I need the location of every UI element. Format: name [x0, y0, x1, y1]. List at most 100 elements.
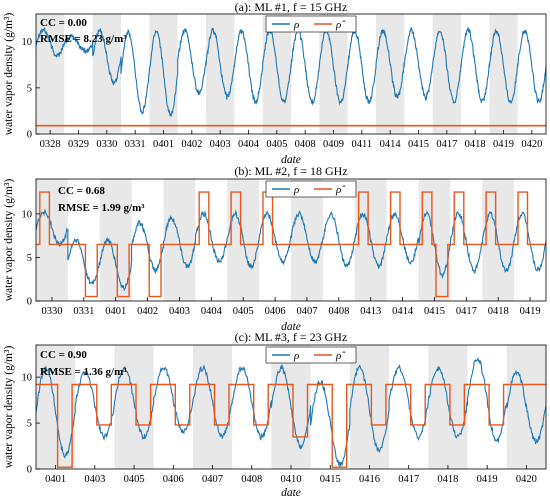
x-tick-label: 0417 — [398, 474, 419, 485]
day-bands — [36, 14, 518, 134]
y-axis-label: water vapor density (g/m³) — [3, 179, 15, 302]
chart-title: (c): ML #3, f = 23 GHz — [235, 330, 348, 344]
chart-title: (a): ML #1, f = 15 GHz — [235, 0, 348, 14]
panel-c: (c): ML #3, f = 23 GHz 0 5 10 0401 0403 0405… — [3, 330, 547, 499]
x-tick-label: 0418 — [488, 306, 509, 317]
day-band — [206, 14, 235, 134]
legend-rho-hat-label: ρ̂ — [335, 184, 346, 196]
panel-b: (b): ML #2, f = 18 GHz 0 5 10 0330 0331 0401… — [3, 164, 547, 333]
rho-series-line — [36, 356, 546, 468]
y-axis-label: water vapor density (g/m³) — [3, 346, 15, 469]
x-tick-label: 0404 — [201, 306, 223, 317]
legend-box — [265, 180, 357, 198]
x-tick-label: 0330 — [96, 139, 117, 150]
x-tick-label: 0418 — [465, 139, 486, 150]
rho-hat-series-line — [36, 383, 546, 468]
y-tick-label: 5 — [27, 253, 32, 264]
legend-rho-label: ρ — [293, 350, 299, 362]
day-band — [192, 345, 233, 469]
legend: ρ ρ̂ — [265, 346, 357, 364]
x-tick-label: 0403 — [84, 474, 105, 485]
x-tick-label: 0417 — [456, 306, 477, 317]
rho-hat-series-line — [36, 191, 546, 298]
x-tick-label: 0329 — [68, 139, 89, 150]
x-tick-label: 0414 — [380, 139, 402, 150]
x-tick-label: 0411 — [352, 139, 373, 150]
x-axis: 0328 0329 0330 0331 0401 0402 0403 0404 0405 0408… — [40, 130, 542, 150]
x-tick-label: 0408 — [241, 474, 262, 485]
legend-rho-label: ρ — [293, 184, 299, 196]
day-bands — [36, 179, 515, 301]
x-tick-label: 0415 — [408, 139, 429, 150]
x-tick-label: 0407 — [296, 306, 317, 317]
cc-value: CC = 0.00 — [40, 17, 87, 29]
x-tick-label: 0401 — [45, 474, 66, 485]
x-tick-label: 0413 — [360, 306, 381, 317]
y-axis: 0 5 10 — [22, 373, 40, 476]
x-tick-label: 0407 — [202, 474, 223, 485]
day-band — [418, 179, 451, 301]
x-tick-label: 0401 — [153, 139, 174, 150]
day-band — [482, 179, 515, 301]
x-tick-label: 0408 — [328, 306, 349, 317]
x-tick-label: 0415 — [424, 306, 445, 317]
x-tick-label: 0406 — [163, 474, 184, 485]
plot-frame — [35, 178, 547, 302]
x-tick-label: 0415 — [320, 474, 341, 485]
x-tick-label: 0409 — [323, 139, 344, 150]
y-axis: 0 5 10 — [22, 37, 40, 141]
cc-value: CC = 0.68 — [58, 185, 105, 197]
legend-rho-hat-label: ρ̂ — [335, 350, 346, 362]
x-tick-label: 0410 — [281, 474, 302, 485]
y-tick-label: 0 — [27, 130, 32, 141]
day-band — [36, 345, 76, 469]
y-tick-label: 5 — [27, 419, 32, 430]
legend: ρ ρ̂ — [265, 180, 357, 198]
plot-frame — [35, 13, 547, 135]
day-band — [376, 14, 405, 134]
x-tick-label: 0416 — [359, 474, 380, 485]
chart-title: (b): ML #2, f = 18 GHz — [234, 164, 347, 178]
legend-rho-hat-label: ρ̂ — [335, 19, 346, 31]
day-band — [489, 14, 518, 134]
legend: ρ ρ̂ — [265, 15, 357, 33]
x-axis-label: date — [281, 321, 301, 333]
panel-a: (a): ML #1, f = 15 GHz 0 5 10 0328 0329 0330… — [3, 0, 547, 166]
day-band — [99, 179, 132, 301]
x-tick-label: 0404 — [238, 139, 260, 150]
y-tick-label: 0 — [27, 465, 32, 476]
x-axis: 0330 0331 0401 0402 0403 0404 0405 0406 0407 0408… — [41, 297, 541, 317]
day-band — [92, 14, 121, 134]
x-tick-label: 0420 — [516, 474, 537, 485]
x-tick-label: 0408 — [295, 139, 316, 150]
x-tick-label: 0403 — [210, 139, 231, 150]
x-tick-label: 0419 — [493, 139, 514, 150]
x-tick-label: 0420 — [521, 139, 542, 150]
y-tick-label: 10 — [22, 37, 33, 48]
x-axis: 0401 0403 0405 0406 0407 0408 0410 0415 0416 0417… — [45, 465, 537, 485]
x-tick-label: 0417 — [436, 139, 457, 150]
x-tick-label: 0405 — [124, 474, 145, 485]
x-tick-label: 0419 — [520, 306, 541, 317]
x-tick-label: 0328 — [40, 139, 61, 150]
x-tick-label: 0330 — [41, 306, 62, 317]
y-tick-label: 0 — [27, 297, 32, 308]
x-tick-label: 0405 — [233, 306, 254, 317]
x-tick-label: 0402 — [137, 306, 158, 317]
y-axis: 0 5 10 — [22, 209, 40, 308]
x-tick-label: 0419 — [477, 474, 498, 485]
x-tick-label: 0405 — [266, 139, 287, 150]
legend-rho-label: ρ — [293, 19, 299, 31]
x-tick-label: 0403 — [169, 306, 190, 317]
day-band — [428, 345, 468, 469]
cc-value: CC = 0.90 — [40, 349, 87, 361]
day-band — [36, 14, 65, 134]
y-axis-label: water vapor density (g/m³) — [3, 13, 15, 136]
x-axis-label: date — [281, 154, 301, 166]
day-band — [432, 14, 461, 134]
rho-series-line — [36, 208, 546, 292]
y-tick-label: 5 — [27, 83, 32, 94]
rmse-value: RMSE = 1.99 g/m³ — [58, 202, 145, 214]
x-tick-label: 0401 — [105, 306, 126, 317]
